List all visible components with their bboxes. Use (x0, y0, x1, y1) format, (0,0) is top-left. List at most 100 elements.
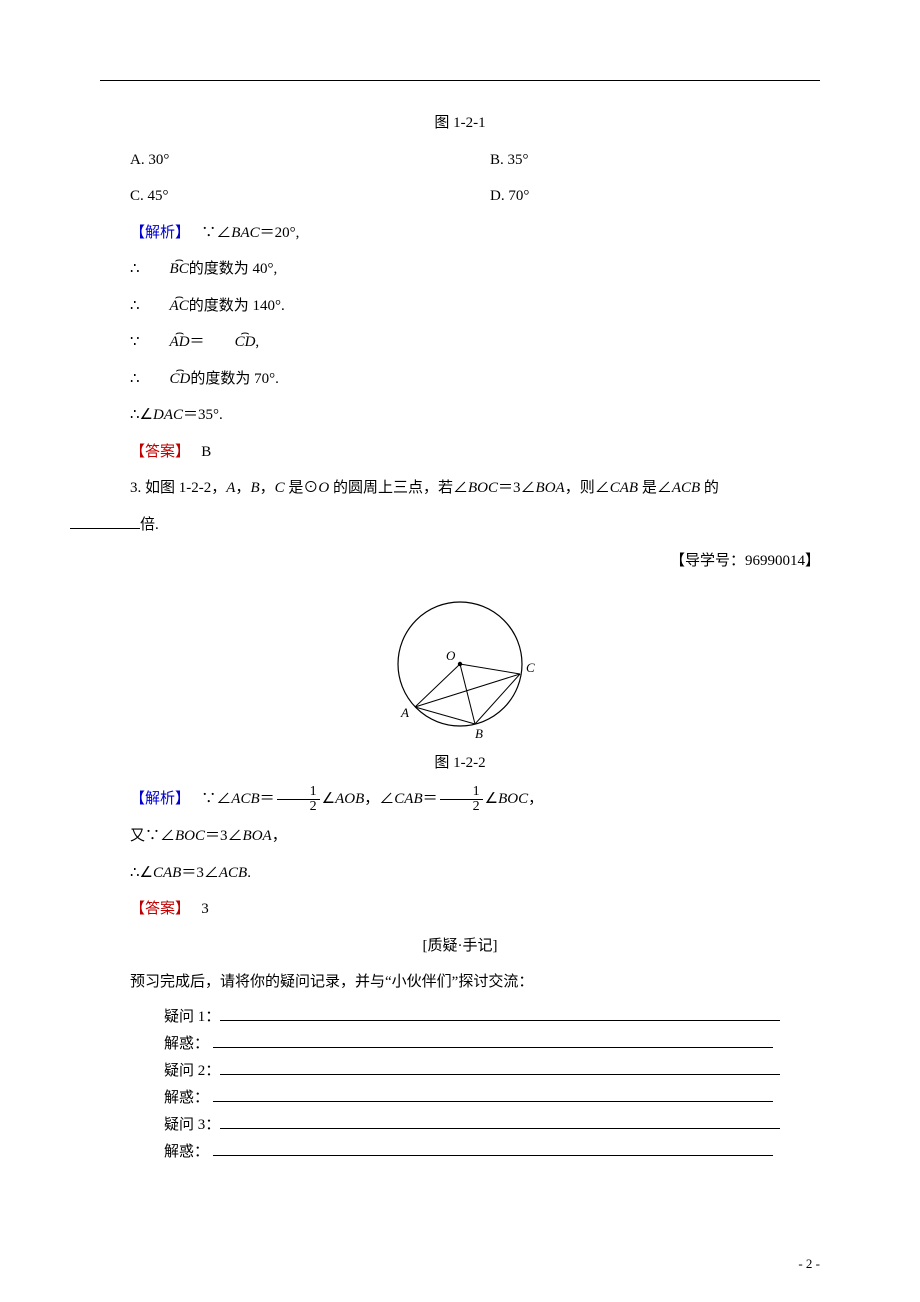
qna: 疑问 1： 解惑： 疑问 2： 解惑： 疑问 3： 解惑： (100, 1005, 820, 1161)
a2-row: 解惑： (100, 1086, 820, 1107)
p2-l1g: CAB (394, 791, 422, 807)
arc-bc: BC (140, 255, 189, 284)
p2-l3d: ACB (219, 865, 247, 881)
answer-1-val: B (201, 444, 211, 460)
p2-l1i: ∠ (485, 791, 498, 807)
analysis-label: 【解析】 (130, 225, 190, 241)
page: 图 1-2-1 A. 30° B. 35° C. 45° D. 70° 【解析】… (0, 0, 920, 1302)
q3n-fill[interactable] (220, 1114, 780, 1129)
q3-B: B (250, 480, 259, 496)
p2-l1j: BOC (498, 791, 528, 807)
q3-blank[interactable] (70, 514, 140, 529)
page-number: - 2 - (798, 1256, 820, 1272)
q3-eq: ＝3∠ (498, 480, 536, 496)
svg-text:C: C (526, 660, 535, 675)
svg-text:O: O (446, 648, 456, 663)
q2-row: 疑问 2： (100, 1059, 820, 1080)
option-d: D. 70° (460, 182, 820, 211)
analysis-2: 【解析】 ∵∠ACB＝12∠AOB，∠CAB＝12∠BOC， (100, 785, 820, 814)
p1-l4e: , (255, 334, 259, 350)
frac-1-d: 2 (277, 800, 320, 814)
answer-label-2: 【答案】 (130, 901, 190, 917)
p1-l6b: DAC (153, 407, 183, 423)
p1-l3: ∴AC的度数为 140°. (100, 292, 820, 321)
option-b: B. 35° (460, 146, 820, 175)
p2-l2: 又∵∠BOC＝3∠BOA， (100, 822, 820, 851)
fig2: OABC 图 1-2-2 (100, 584, 820, 778)
a3-fill[interactable] (213, 1141, 773, 1156)
q3-t1: 是⊙ (285, 480, 319, 496)
p1-l4a: ∵ (130, 334, 140, 350)
p1-l5a: ∴ (130, 371, 140, 387)
q3-O: O (318, 480, 329, 496)
frac-2-d: 2 (440, 800, 483, 814)
notes-intro: 预习完成后，请将你的疑问记录，并与“小伙伴们”探讨交流： (100, 968, 820, 997)
p2-l3c: ＝3∠ (181, 865, 219, 881)
p1-l1b: BAC (231, 225, 259, 241)
frac-2: 12 (440, 785, 483, 814)
p1-l6: ∴∠DAC＝35°. (100, 401, 820, 430)
a2-fill[interactable] (213, 1087, 773, 1102)
p2-l3: ∴∠CAB＝3∠ACB. (100, 859, 820, 888)
options-row-2: C. 45° D. 70° (100, 182, 820, 211)
p1-l2a: ∴ (130, 261, 140, 277)
p1-l3a: ∴ (130, 298, 140, 314)
fig1-caption: 图 1-2-1 (100, 109, 820, 138)
p2-l1a: ∵∠ (201, 791, 231, 807)
p2-l2c: ＝3∠ (205, 828, 243, 844)
frac-1-n: 1 (277, 785, 320, 800)
q3-t5: 的 (700, 480, 719, 496)
answer-2: 【答案】 3 (100, 895, 820, 924)
q3-pre: 3. 如图 1-2-2， (130, 480, 226, 496)
options-row-1: A. 30° B. 35° (100, 146, 820, 175)
p1-l6c: ＝35°. (183, 407, 223, 423)
q3-C: C (275, 480, 285, 496)
p2-l1c: ＝ (260, 791, 275, 807)
a1-lbl: 解惑： (132, 1032, 209, 1053)
q3-m1: ， (235, 480, 250, 496)
p1-l1a: ∵∠ (201, 225, 231, 241)
q3n-lbl: 疑问 3： (132, 1113, 220, 1134)
p1-l5c: 的度数为 70°. (190, 371, 279, 387)
p2-l3b: CAB (153, 865, 181, 881)
p2-l1d: ∠ (322, 791, 335, 807)
p1-l2c: 的度数为 40°, (189, 261, 278, 277)
p1-l4: ∵AD＝CD, (100, 328, 820, 357)
q3-blank-line: 倍. (70, 511, 820, 540)
fig2-svg: O A B C (380, 584, 540, 744)
a1-fill[interactable] (213, 1033, 773, 1048)
a3-lbl: 解惑： (132, 1140, 209, 1161)
q3n-row: 疑问 3： (100, 1113, 820, 1134)
option-c: C. 45° (100, 182, 460, 211)
p1-l2: ∴BC的度数为 40°, (100, 255, 820, 284)
q2-lbl: 疑问 2： (132, 1059, 220, 1080)
q2-fill[interactable] (220, 1060, 780, 1075)
arc-cd2: CD (140, 365, 191, 394)
q3-tail: 倍. (140, 517, 159, 533)
analysis-1: 【解析】 ∵∠BAC＝20°, (100, 219, 820, 248)
p2-l1f: ，∠ (364, 791, 394, 807)
q3-BOC: BOC (468, 480, 498, 496)
p1-l5: ∴CD的度数为 70°. (100, 365, 820, 394)
q1-fill[interactable] (220, 1006, 780, 1021)
p2-l2b: BOC (175, 828, 205, 844)
p2-l1h: ＝ (423, 791, 438, 807)
p1-l4c: ＝ (190, 334, 205, 350)
q3-CAB: CAB (610, 480, 638, 496)
p2-l1e: AOB (335, 791, 364, 807)
p2-l2e: ， (272, 828, 287, 844)
guide-code: 【导学号：96990014】 (100, 547, 820, 576)
p2-l1k: ， (528, 791, 543, 807)
p1-l3c: 的度数为 140°. (189, 298, 285, 314)
q3-t3: ，则∠ (565, 480, 610, 496)
svg-text:A: A (400, 705, 409, 720)
svg-text:B: B (475, 726, 483, 741)
a3-row: 解惑： (100, 1140, 820, 1161)
arc-ac: AC (140, 292, 189, 321)
a2-lbl: 解惑： (132, 1086, 209, 1107)
answer-label-1: 【答案】 (130, 444, 190, 460)
p2-l2d: BOA (243, 828, 272, 844)
p2-l1b: ACB (231, 791, 259, 807)
p2-l3a: ∴∠ (130, 865, 153, 881)
p1-l6a: ∴∠ (130, 407, 153, 423)
